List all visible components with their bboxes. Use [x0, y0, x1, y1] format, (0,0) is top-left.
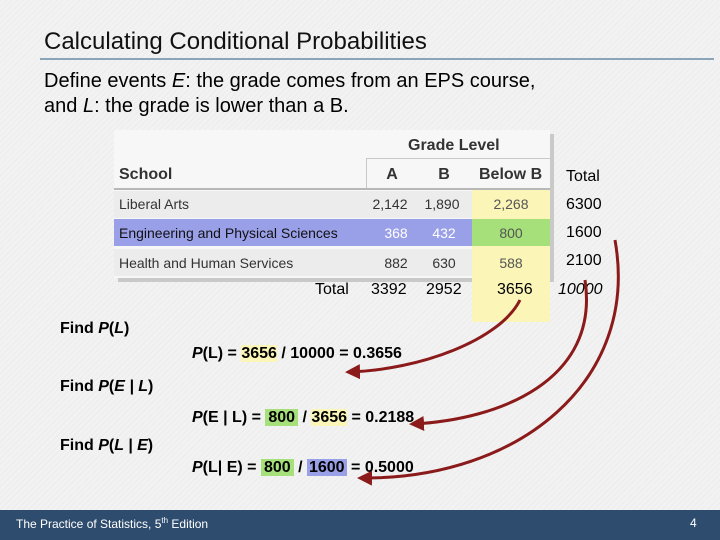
footer-sup: th	[161, 516, 169, 525]
row-school: Liberal Arts	[119, 196, 190, 212]
header-rule	[114, 188, 550, 190]
find-p-l: Find P(L)	[60, 320, 129, 338]
footer-bar	[0, 510, 720, 540]
answer-p-l-given-e: P(L| E) = 800 / 1600 = 0.5000	[192, 459, 414, 477]
row-school: Engineering and Physical Sciences	[119, 225, 338, 241]
answer-lhs: (L| E) =	[202, 459, 261, 476]
intro-text: Define events	[44, 70, 172, 92]
row-total: 2100	[566, 252, 602, 269]
col-a-header: A	[386, 166, 398, 183]
prob-symbol: P	[98, 437, 109, 454]
highlight-3656: 3656	[241, 345, 277, 362]
footer-text: The Practice of Statistics, 5th Edition	[16, 516, 208, 531]
cell-highlight-green	[472, 219, 550, 246]
total-below: 3656	[497, 281, 533, 298]
arrow-1600-to-ple	[357, 239, 620, 486]
row-total: 1600	[566, 224, 602, 241]
total-grand: 10000	[558, 281, 603, 298]
intro-text: : the grade is lower than a B.	[94, 95, 349, 117]
answer-result: = 0.2188	[347, 409, 415, 426]
column-divider	[366, 158, 367, 188]
highlight-800: 800	[260, 459, 294, 476]
intro-line-2: and L: the grade is lower than a B.	[44, 95, 349, 118]
col-b-header: B	[438, 166, 450, 183]
prob-symbol: P	[192, 409, 203, 426]
col-total-header: Total	[566, 168, 600, 185]
row-a: 882	[384, 255, 408, 271]
find-text: Find	[60, 320, 99, 337]
find-p-e-given-l: Find P(E | L)	[60, 378, 153, 396]
row-a: 2,142	[372, 196, 408, 212]
event-arg: E | L	[114, 378, 149, 395]
footer-edition: Edition	[168, 517, 209, 531]
paren: )	[147, 437, 154, 454]
page-number: 4	[690, 516, 697, 530]
prob-symbol: P	[192, 345, 203, 362]
total-a: 3392	[371, 281, 407, 298]
highlight-3656: 3656	[311, 409, 348, 426]
paren: (	[108, 437, 115, 454]
answer-lhs: (E | L) =	[202, 409, 266, 426]
answer-lhs: (L) =	[202, 345, 242, 362]
answer-sep: /	[298, 409, 312, 426]
school-header: School	[119, 166, 173, 183]
answer-sep: /	[293, 459, 307, 476]
paren: (	[108, 320, 115, 337]
row-b: 630	[432, 255, 456, 271]
answer-p-l: P(L) = 3656 / 10000 = 0.3656	[192, 345, 402, 363]
event-e: E	[171, 70, 186, 92]
paren: )	[124, 320, 130, 337]
answer-p-e-given-l: P(E | L) = 800 / 3656 = 0.2188	[192, 409, 414, 427]
intro-text: : the grade comes from an EPS course,	[185, 70, 536, 92]
paren: (	[108, 378, 115, 395]
grade-level-rule	[366, 158, 550, 159]
intro-line-1: Define events E: the grade comes from an…	[44, 70, 535, 93]
prob-symbol: P	[98, 378, 109, 395]
row-b: 1,890	[424, 196, 460, 212]
paren: )	[148, 378, 154, 395]
slide-title: Calculating Conditional Probabilities	[44, 28, 427, 55]
prob-symbol: P	[98, 320, 109, 337]
row-a: 368	[384, 225, 408, 241]
row-below: 588	[499, 255, 523, 271]
row-b: 432	[432, 225, 456, 241]
highlight-1600: 1600	[306, 459, 347, 476]
grade-level-header: Grade Level	[408, 137, 500, 154]
row-total: 6300	[566, 196, 602, 213]
cell-highlight	[472, 249, 550, 276]
arrow-800-to-pel	[409, 279, 588, 431]
col-below-header: Below B	[479, 166, 543, 183]
event-arg: L	[114, 320, 124, 337]
event-l: L	[82, 95, 95, 117]
find-p-l-given-e: Find P(L | E)	[60, 437, 153, 455]
row-below: 2,268	[493, 196, 529, 212]
intro-text: and	[44, 95, 83, 117]
find-text: Find	[60, 378, 99, 395]
row-below: 800	[499, 225, 523, 241]
arrow-3656-to-pl	[345, 299, 522, 380]
row-school: Health and Human Services	[119, 255, 294, 271]
totals-label: Total	[315, 281, 349, 298]
total-b: 2952	[426, 281, 462, 298]
answer-rest: / 10000 = 0.3656	[276, 345, 402, 362]
find-text: Find	[60, 437, 99, 454]
prob-symbol: P	[192, 459, 203, 476]
highlight-800: 800	[265, 409, 299, 426]
title-rule	[40, 58, 714, 60]
footer-title: The Practice of Statistics, 5	[16, 517, 162, 531]
cell-highlight	[472, 191, 550, 218]
event-arg: L | E	[114, 437, 148, 454]
